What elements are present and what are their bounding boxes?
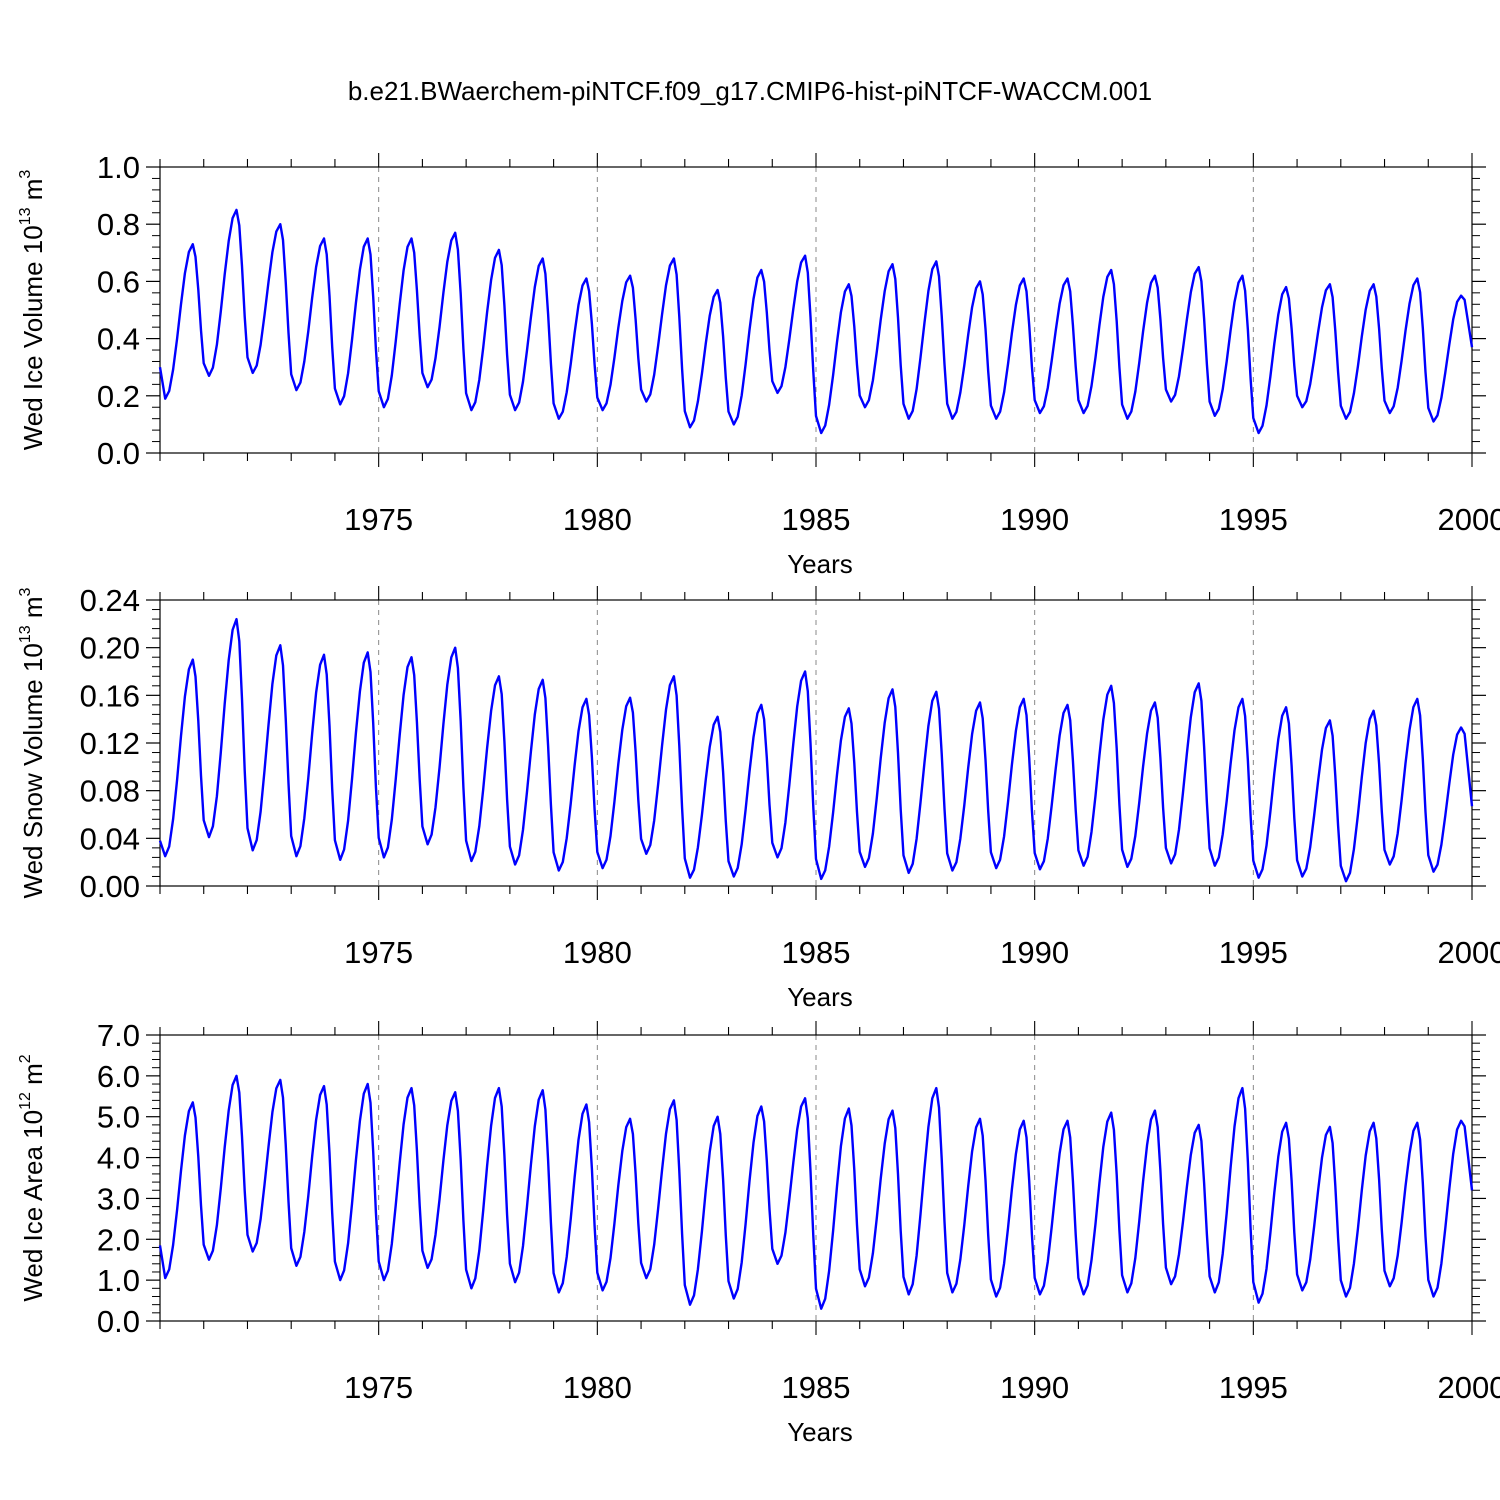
x-tick-label: 1975: [344, 502, 413, 537]
x-axis-label: Years: [787, 549, 853, 579]
x-tick-label: 1995: [1219, 502, 1288, 537]
y-axis-label-part: Wed Ice Area 10: [18, 1110, 48, 1302]
y-tick-label: 0.0: [97, 1304, 140, 1339]
y-tick-label: 0.0: [97, 436, 140, 471]
x-tick-label: 1995: [1219, 1370, 1288, 1405]
figure-title: b.e21.BWaerchem-piNTCF.f09_g17.CMIP6-his…: [347, 76, 1153, 106]
series-line: [158, 208, 1474, 435]
y-tick-label: 0.00: [80, 869, 140, 904]
y-tick-label: 0.2: [97, 379, 140, 414]
series-line: [158, 617, 1474, 883]
x-tick-label: 1980: [563, 1370, 632, 1405]
y-tick-label: 0.12: [80, 726, 140, 761]
x-tick-label: 1990: [1000, 1370, 1069, 1405]
y-axis-label-superscript: 3: [17, 170, 34, 179]
y-axis-label-superscript: 13: [17, 207, 34, 225]
y-axis-label: Wed Ice Volume 1013 m3: [17, 170, 48, 451]
y-tick-label: 0.04: [80, 821, 140, 856]
y-tick-label: 0.8: [97, 207, 140, 242]
y-axis-label-superscript: 2: [17, 1054, 34, 1063]
y-axis-label-part: m: [18, 179, 48, 208]
y-axis-label: Wed Snow Volume 1013 m3: [17, 587, 48, 898]
y-axis-label-superscript: 3: [17, 587, 34, 596]
y-axis-label-part: Wed Ice Volume 10: [18, 225, 48, 450]
x-tick-label: 1975: [344, 1370, 413, 1405]
y-tick-label: 6.0: [97, 1059, 140, 1094]
y-tick-label: 0.16: [80, 678, 140, 713]
chart-panel-ice-volume: 0.0 0.2 0.4 0.6 0.8 1.0 1975 1980 1985 1990 1995 20…: [17, 150, 1500, 579]
x-axis-label: Years: [787, 1417, 853, 1447]
y-axis-label-superscript: 13: [17, 625, 34, 643]
y-tick-label: 2.0: [97, 1222, 140, 1257]
x-tick-label: 1985: [782, 502, 851, 537]
y-tick-label: 1.0: [97, 150, 140, 185]
y-axis-label-part: Wed Snow Volume 10: [18, 643, 48, 898]
y-tick-label: 0.24: [80, 583, 140, 618]
y-tick-label: 0.08: [80, 774, 140, 809]
y-tick-label: 3.0: [97, 1181, 140, 1216]
y-tick-label: 0.20: [80, 631, 140, 666]
x-tick-label: 1980: [563, 502, 632, 537]
y-axis-label-part: m: [18, 596, 48, 625]
y-tick-label: 4.0: [97, 1141, 140, 1176]
y-axis-label-superscript: 12: [17, 1092, 34, 1110]
x-tick-label: 1985: [782, 935, 851, 970]
x-tick-label: 2000: [1438, 935, 1500, 970]
y-tick-label: 0.4: [97, 322, 140, 357]
x-tick-label: 1995: [1219, 935, 1288, 970]
y-axis-label: Wed Ice Area 1012 m2: [17, 1054, 48, 1301]
x-tick-label: 2000: [1438, 502, 1500, 537]
y-tick-label: 1.0: [97, 1263, 140, 1298]
x-tick-label: 1985: [782, 1370, 851, 1405]
x-tick-label: 1990: [1000, 935, 1069, 970]
x-tick-label: 1980: [563, 935, 632, 970]
y-tick-label: 7.0: [97, 1018, 140, 1053]
series-line: [158, 1074, 1474, 1310]
x-axis-label: Years: [787, 982, 853, 1012]
x-tick-label: 1990: [1000, 502, 1069, 537]
x-tick-label: 1975: [344, 935, 413, 970]
chart-panel-snow-volume: 0.00 0.04 0.08 0.12 0.16 0.20 0.24 1975 1980 1985…: [17, 583, 1500, 1012]
y-axis-label-part: m: [18, 1063, 48, 1092]
y-tick-label: 0.6: [97, 264, 140, 299]
chart-panel-ice-area: 0.0 1.0 2.0 3.0 4.0 5.0 6.0 7.0 1975 1980 1985 1990…: [17, 1018, 1500, 1447]
x-tick-label: 2000: [1438, 1370, 1500, 1405]
y-tick-label: 5.0: [97, 1100, 140, 1135]
